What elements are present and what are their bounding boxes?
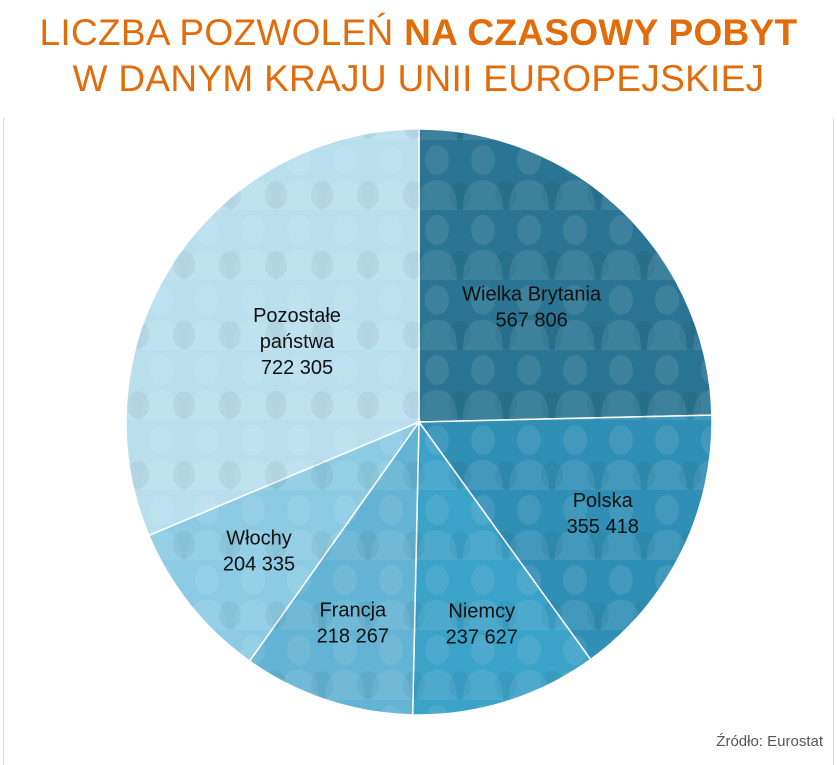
pie-labels: Wielka Brytania 567 806 Polska 355 418 Niemc… (223, 284, 639, 649)
crowd-texture (126, 129, 712, 715)
slice-name-label: Włochy (226, 527, 292, 549)
slice-value-label: 204 335 (223, 553, 295, 575)
slice-label: Niemcy 237 627 (446, 600, 518, 648)
title-line-1: LICZBA POZWOLEŃ NA CZASOWY POBYT (0, 10, 837, 56)
slice-value-label: 722 305 (261, 357, 333, 379)
slice-texture (419, 415, 712, 660)
chart-title: LICZBA POZWOLEŃ NA CZASOWY POBYT W DANYM… (0, 10, 837, 102)
slice-name-label: Polska (573, 490, 634, 512)
slice-value-label: 567 806 (495, 310, 567, 332)
slice-texture (148, 422, 419, 662)
title-line-1-bold: NA CZASOWY POBYT (404, 12, 798, 53)
slice-name-label: państwa (260, 331, 335, 353)
slice-name-label: Francja (319, 599, 387, 621)
title-line-1-regular: LICZBA POZWOLEŃ (39, 12, 405, 53)
slice-label: Polska 355 418 (567, 490, 639, 538)
slice-label: Włochy 204 335 (223, 527, 295, 575)
right-frame-line (833, 118, 834, 765)
slice-texture (126, 129, 420, 536)
slice-label: Wielka Brytania 567 806 (462, 284, 602, 332)
slice-texture (412, 422, 591, 715)
slice-label: Francja 218 267 (317, 599, 389, 647)
title-line-2: W DANYM KRAJU UNII EUROPEJSKIEJ (72, 58, 765, 99)
slice-value-label: 218 267 (317, 625, 389, 647)
slice-texture (249, 422, 419, 715)
slice-name-label: Wielka Brytania (462, 284, 602, 306)
slice-name-label: Pozostałe (253, 305, 341, 327)
slice-label: Pozostałe państwa 722 305 (253, 305, 341, 379)
left-frame-line (3, 118, 4, 765)
slice-name-label: Niemcy (448, 600, 515, 622)
slice-value-label: 355 418 (567, 516, 639, 538)
source-note: Źródło: Eurostat (716, 733, 823, 750)
slice-value-label: 237 627 (446, 626, 518, 648)
slice-texture (419, 129, 712, 422)
